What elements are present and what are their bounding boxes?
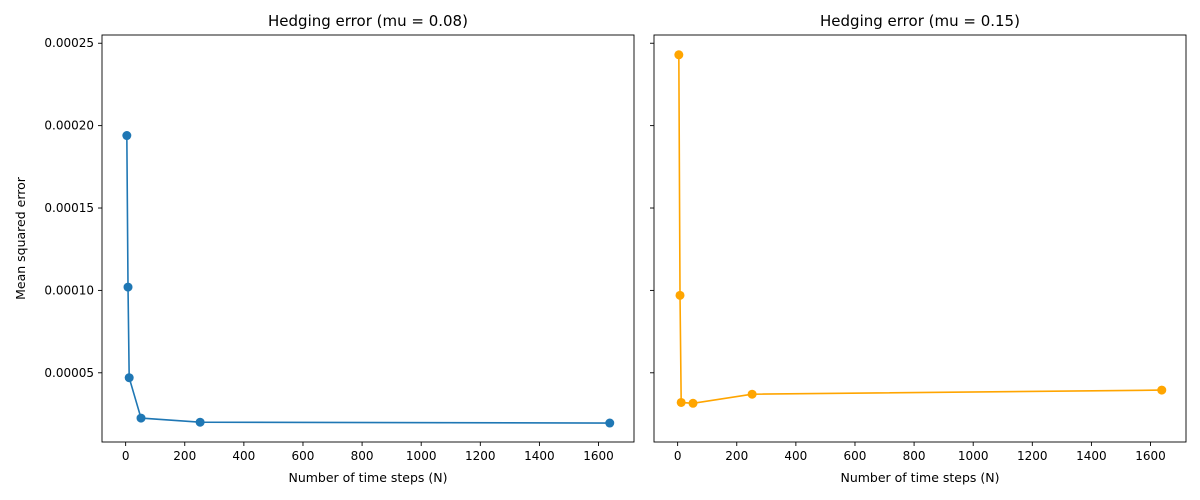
data-point bbox=[676, 397, 686, 407]
x-tick-label: 1200 bbox=[465, 449, 496, 463]
y-tick-label: 0.00015 bbox=[44, 201, 94, 215]
x-tick-label: 600 bbox=[844, 449, 867, 463]
axes-frame bbox=[101, 34, 635, 443]
data-point bbox=[123, 282, 133, 292]
data-point bbox=[124, 373, 134, 383]
x-tick-label: 1600 bbox=[1135, 449, 1166, 463]
x-tick-label: 600 bbox=[292, 449, 315, 463]
x-tick-label: 1400 bbox=[1076, 449, 1107, 463]
data-point bbox=[675, 290, 685, 300]
x-tick-label: 0 bbox=[674, 449, 682, 463]
data-point bbox=[688, 398, 698, 408]
x-tick-label: 800 bbox=[351, 449, 374, 463]
y-tick-label: 0.00025 bbox=[44, 36, 94, 50]
series-line bbox=[126, 135, 610, 424]
x-tick-label: 1200 bbox=[1017, 449, 1048, 463]
data-point bbox=[1157, 385, 1167, 395]
chart-title: Hedging error (mu = 0.08) bbox=[268, 12, 468, 30]
chart-title: Hedging error (mu = 0.15) bbox=[820, 12, 1020, 30]
left-panel: Hedging error (mu = 0.08) 0 200 400 600 800 10… bbox=[13, 12, 635, 485]
x-tick-label: 1000 bbox=[958, 449, 989, 463]
y-tick-label: 0.00020 bbox=[44, 119, 94, 133]
x-tick-label: 1600 bbox=[583, 449, 614, 463]
y-tick-label: 0.00005 bbox=[44, 366, 94, 380]
data-point bbox=[674, 50, 684, 60]
data-point bbox=[605, 418, 615, 428]
x-tick-label: 400 bbox=[784, 449, 807, 463]
data-point bbox=[195, 417, 205, 427]
x-axis-label: Number of time steps (N) bbox=[840, 470, 999, 485]
data-point bbox=[122, 131, 132, 141]
right-panel: Hedging error (mu = 0.15) 0 200 400 600 800 10… bbox=[650, 12, 1187, 485]
y-axis-label: Mean squared error bbox=[13, 176, 28, 300]
data-point bbox=[136, 413, 146, 423]
x-tick-label: 200 bbox=[725, 449, 748, 463]
axes-frame bbox=[653, 34, 1187, 443]
x-tick-label: 1400 bbox=[524, 449, 555, 463]
data-point bbox=[747, 389, 757, 399]
x-tick-label: 200 bbox=[173, 449, 196, 463]
x-tick-label: 800 bbox=[903, 449, 926, 463]
x-tick-label: 400 bbox=[232, 449, 255, 463]
x-tick-label: 1000 bbox=[406, 449, 437, 463]
y-tick-label: 0.00010 bbox=[44, 283, 94, 297]
series-line bbox=[678, 54, 1162, 405]
x-axis-label: Number of time steps (N) bbox=[288, 470, 447, 485]
x-tick-label: 0 bbox=[122, 449, 130, 463]
